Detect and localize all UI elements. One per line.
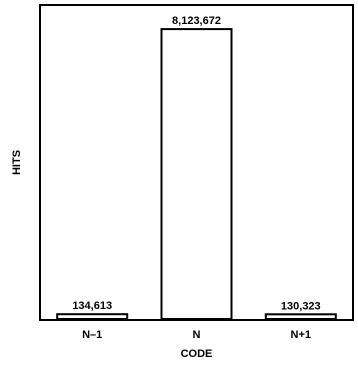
y-axis-title: HITS — [11, 150, 23, 175]
data-label-0: 134,613 — [72, 300, 112, 312]
bars-layer — [56, 28, 337, 321]
data-label-1: 8,123,672 — [172, 15, 221, 27]
data-label-2: 130,323 — [281, 300, 321, 312]
x-axis-title: CODE — [181, 348, 213, 360]
x-tick-label-2: N+1 — [291, 329, 312, 341]
x-tick-label-0: N–1 — [82, 329, 102, 341]
bar-2 — [264, 313, 337, 320]
x-tick-labels-layer: N–1 N N+1 — [82, 329, 311, 341]
bar-0 — [56, 313, 129, 321]
bar-1 — [160, 28, 233, 320]
x-tick-label-1: N — [193, 329, 201, 341]
data-labels-layer: 134,613 8,123,672 130,323 — [72, 15, 320, 312]
